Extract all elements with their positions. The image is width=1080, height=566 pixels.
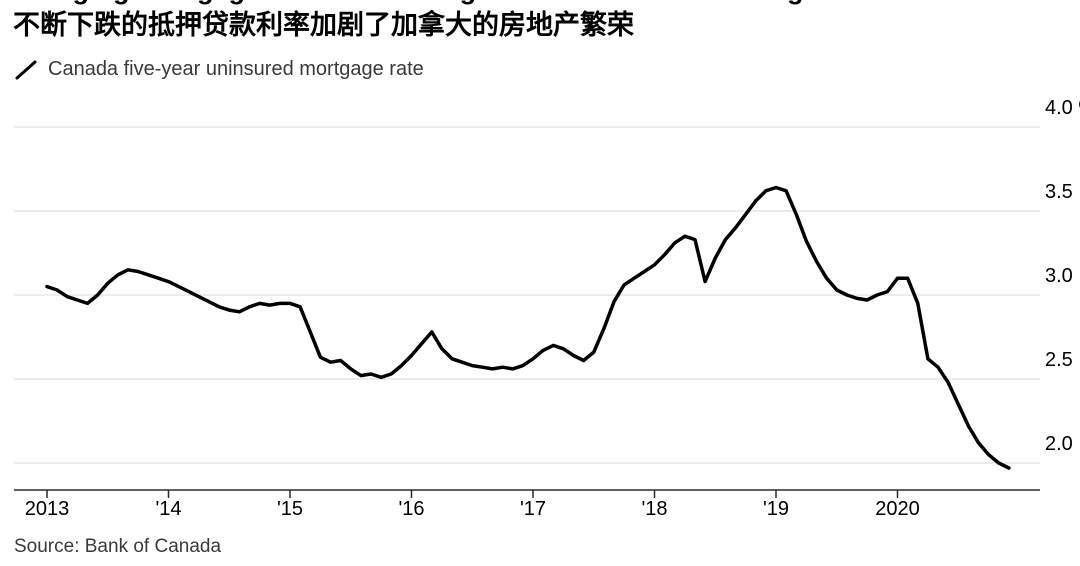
x-axis-label: 2020	[875, 498, 920, 520]
chart-legend: Canada five-year uninsured mortgage rate	[14, 58, 424, 81]
legend-label: Canada five-year uninsured mortgage rate	[48, 58, 424, 80]
x-axis-label: '15	[276, 498, 304, 520]
x-axis-label: '17	[519, 498, 547, 520]
y-axis-label: 2.5	[1045, 349, 1073, 371]
chinese-subtitle: 不断下跌的抵押贷款利率加剧了加拿大的房地产繁荣	[13, 10, 634, 40]
line-series-icon	[15, 60, 37, 79]
y-axis-label: 3.0	[1045, 265, 1073, 287]
x-axis-label: '18	[641, 498, 668, 520]
source-credit: Source: Bank of Canada	[14, 536, 222, 557]
x-axis-label: 2013	[24, 498, 70, 520]
y-axis-label: 3.5	[1045, 181, 1073, 203]
x-axis-label: '16	[398, 498, 425, 520]
y-axis-label: 2.0	[1045, 433, 1073, 455]
x-axis-label: '19	[762, 498, 790, 520]
mortgage-rate-line	[45, 185, 1011, 470]
y-axis-label: 4.0 %	[1045, 97, 1080, 119]
cropped-english-title: Plunging mortgage rates are adding fuel …	[14, 0, 885, 7]
x-axis-label: '14	[155, 498, 182, 520]
